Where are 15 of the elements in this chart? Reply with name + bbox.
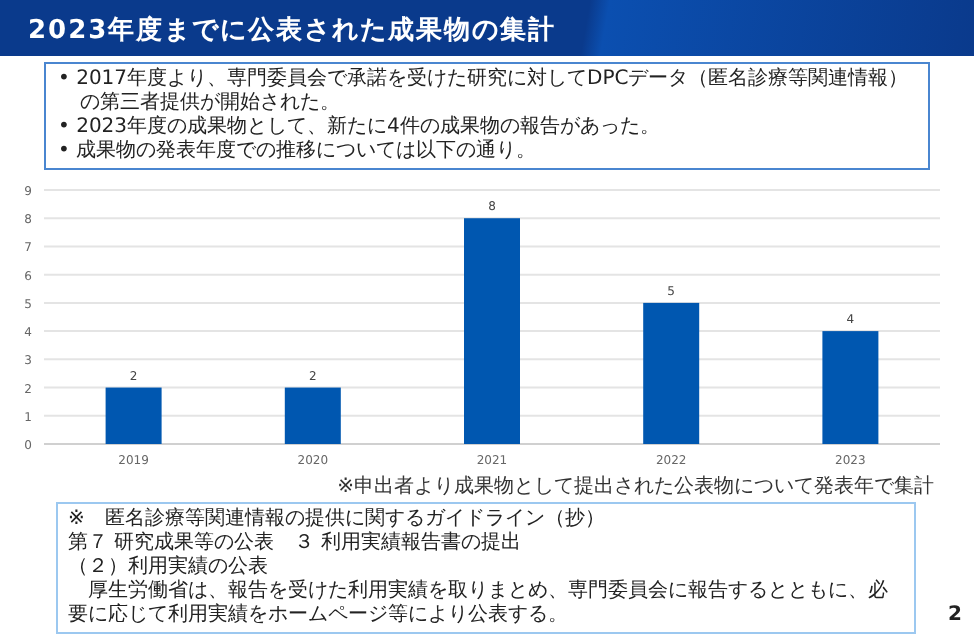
- text: ※申出者より成果物として提出された公表物について発表年で集計: [337, 473, 934, 500]
- chart-title: 2023年度までに公表された成果物の集計: [28, 13, 557, 48]
- text: • 成果物の発表年度での推移については以下の通り。: [58, 140, 537, 162]
- text: 厚生労働省は、報告を受けた利用実績を取りまとめ、専門委員会に報告するとともに、必要に応じて利用実績をホームページ等により公表する。: [68, 580, 890, 628]
- bar: [284, 387, 341, 444]
- text: • 2017年度より、専門委員会で承諾を受けた研究に対してDPCデータ（匿名診療等関連情報）の第三者提供が開始された。: [58, 68, 909, 114]
- text: ※ 匿名診療等関連情報の提供に関するガイドライン（抄）: [68, 508, 607, 531]
- bar: [464, 218, 520, 444]
- text: （２）利用実績の公表: [68, 556, 270, 579]
- bar: [643, 302, 700, 444]
- text: • 2023年度の成果物として、新たに4件の成果物の報告があった。: [58, 116, 660, 138]
- text: 2: [948, 604, 962, 626]
- bar: [822, 331, 879, 444]
- bar: [105, 387, 162, 444]
- text: 第７ 研究成果等の公表 ３ 利用実績報告書の提出: [68, 532, 523, 555]
